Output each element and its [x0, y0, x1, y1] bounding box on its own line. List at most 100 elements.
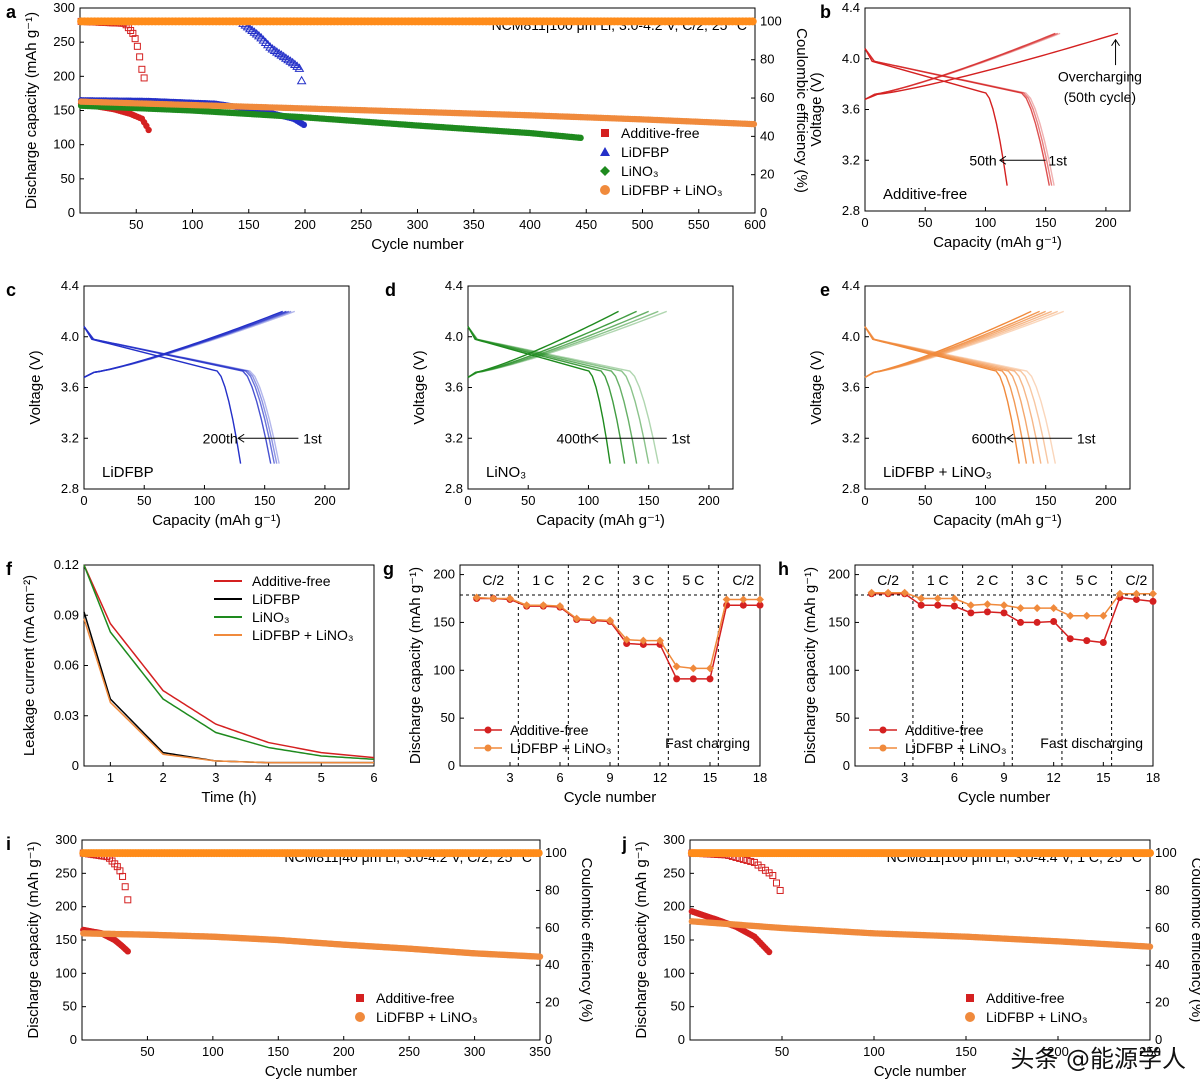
- y-tick-label: 3.2: [842, 152, 860, 167]
- rate-point: [1049, 604, 1058, 613]
- rate-point: [522, 601, 531, 610]
- ce-point: [287, 57, 298, 67]
- rate-point: [1066, 635, 1074, 643]
- x-tick-label: 0: [464, 493, 471, 508]
- x-tick-label: 300: [464, 1044, 486, 1059]
- y-tick-label: 100: [55, 965, 77, 980]
- rate-point: [1099, 639, 1107, 647]
- y-tick-label: 100: [433, 662, 455, 677]
- chart-note: Fast discharging: [1040, 735, 1143, 751]
- legend-label: LiDFBP + LiNO₃: [905, 740, 1007, 756]
- rate-point: [967, 609, 975, 617]
- rate-point: [673, 675, 681, 683]
- rate-point: [472, 593, 481, 602]
- y-tick-label: 150: [433, 614, 455, 629]
- y-tick-label: 150: [663, 932, 685, 947]
- leakage-curve: [83, 618, 374, 764]
- y-tick-label: 3.6: [842, 102, 860, 117]
- y-axis-label: Voltage (V): [411, 350, 428, 424]
- y-tick-label: 100: [663, 965, 685, 980]
- y-tick-label: 3.6: [842, 380, 860, 395]
- x-tick-label: 18: [1146, 770, 1160, 785]
- x-tick-label: 4: [265, 770, 272, 785]
- y-tick-label: 200: [53, 68, 75, 83]
- ce-point: [748, 17, 757, 26]
- ce-point: [242, 21, 253, 31]
- ce-series-additive-free-ce: [688, 849, 784, 894]
- rate-label: 5 C: [1076, 572, 1098, 588]
- y-tick-label: 50: [61, 171, 75, 186]
- x-tick-label: 500: [632, 217, 654, 232]
- rate-point: [506, 594, 514, 603]
- rate-label: 1 C: [532, 572, 554, 588]
- rate-point: [934, 601, 942, 609]
- legend-label: LiDFBP + LiNO₃: [986, 1009, 1088, 1025]
- y2-tick-label: 0: [760, 205, 767, 220]
- plot-frame: [864, 285, 1131, 490]
- panel-letter-d: d: [385, 280, 396, 300]
- rate-point: [966, 601, 975, 610]
- x-axis-label: Cycle number: [874, 1063, 967, 1080]
- x-tick-label: 15: [1096, 770, 1110, 785]
- x-tick-label: 0: [861, 215, 868, 230]
- legend-marker: [966, 994, 974, 1002]
- x-tick-label: 250: [350, 217, 372, 232]
- y-tick-label: 0.03: [54, 708, 79, 723]
- data-point: [577, 134, 584, 142]
- y2-tick-label: 100: [545, 845, 567, 860]
- y2-tick-label: 60: [1155, 920, 1169, 935]
- ce-point: [269, 45, 280, 55]
- y-tick-label: 4.0: [842, 51, 860, 66]
- legend-marker: [355, 1012, 365, 1022]
- x-tick-label: 50: [140, 1044, 154, 1059]
- y2-tick-label: 80: [760, 52, 774, 67]
- rate-point: [656, 636, 664, 645]
- ce-point: [772, 879, 780, 887]
- rate-point: [884, 588, 893, 597]
- y-axis-label: Discharge capacity (mAh g⁻¹): [407, 567, 424, 764]
- ce-point: [283, 54, 293, 64]
- rate-label: C/2: [732, 572, 754, 588]
- y-tick-label: 2.8: [61, 481, 79, 496]
- y-tick-label: 50: [63, 999, 77, 1014]
- legend-label: LiDFBP + LiNO₃: [252, 627, 354, 643]
- y2-axis-label: Coulombic efficiency (%): [578, 858, 595, 1023]
- data-point: [536, 953, 544, 960]
- rate-point: [950, 594, 959, 603]
- x-tick-label: 0: [80, 493, 87, 508]
- discharge-curve: [83, 326, 242, 464]
- annotation: Overcharging: [1058, 69, 1142, 85]
- x-axis-label: Cycle number: [265, 1063, 358, 1080]
- x-axis-label: Capacity (mAh g⁻¹): [933, 512, 1062, 529]
- x-tick-label: 150: [638, 493, 660, 508]
- ce-point: [534, 849, 543, 858]
- series-lidfbp-lino-: [688, 918, 1154, 950]
- ce-series-additive-free-ce: [79, 849, 132, 904]
- y-tick-label: 4.4: [842, 278, 860, 293]
- y-tick-label: 2.8: [445, 481, 463, 496]
- rate-label: C/2: [482, 572, 504, 588]
- x-tick-label: 550: [688, 217, 710, 232]
- rate-point: [1115, 589, 1124, 598]
- y-axis-label: Voltage (V): [27, 350, 44, 424]
- rate-point: [739, 601, 747, 609]
- x-tick-label: 200: [698, 493, 720, 508]
- rate-point: [917, 594, 926, 603]
- rate-point: [706, 664, 714, 673]
- x-tick-label: 100: [863, 1044, 885, 1059]
- x-axis-label: Capacity (mAh g⁻¹): [536, 512, 665, 529]
- legend-marker: [879, 744, 887, 752]
- series-lidfbp-lino-: [80, 930, 544, 960]
- legend: Additive-free LiDFBP + LiNO₃: [965, 990, 1088, 1025]
- annotation: (50th cycle): [1064, 89, 1136, 105]
- y-tick-label: 300: [663, 832, 685, 847]
- discharge-curve: [83, 326, 280, 464]
- x-tick-label: 50: [129, 217, 143, 232]
- ce-point: [133, 42, 141, 50]
- ce-point: [265, 42, 275, 51]
- discharge-curve: [864, 326, 1020, 464]
- x-tick-label: 100: [975, 493, 997, 508]
- legend-marker: [879, 726, 887, 734]
- legend-label: LiNO₃: [252, 609, 290, 625]
- discharge-curve: [864, 48, 1050, 186]
